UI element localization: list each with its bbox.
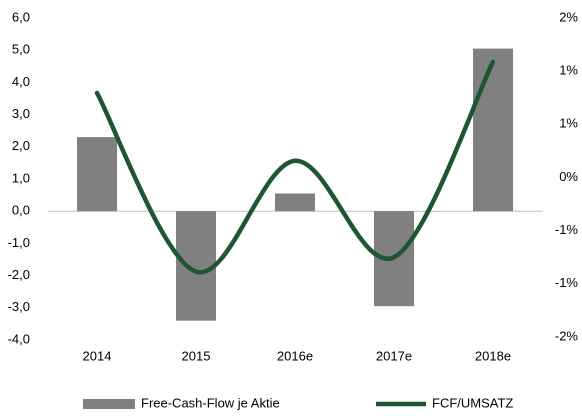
- y-tick-label: 1,0: [12, 170, 30, 185]
- y-tick-label: 6,0: [12, 9, 30, 24]
- y-tick-label: 4,0: [12, 74, 30, 89]
- line: [94, 59, 496, 275]
- y-tick-label: -3,0: [8, 299, 30, 314]
- x-tick-label: 2016e: [277, 348, 313, 363]
- y2-tick-label: -1%: [555, 222, 579, 237]
- legend-swatch: [83, 399, 135, 409]
- bar: [77, 137, 117, 212]
- y2-tick-label: 0%: [559, 169, 578, 184]
- y-tick-label: 2,0: [12, 138, 30, 153]
- legend-label: FCF/UMSATZ: [432, 395, 513, 410]
- bar: [473, 48, 513, 212]
- y-tick-label: -4,0: [8, 331, 30, 346]
- x-tick-label: 2018e: [475, 348, 511, 363]
- y-tick-label: -2,0: [8, 267, 30, 282]
- y2-tick-label: -2%: [555, 328, 579, 343]
- y2-tick-label: 1%: [559, 63, 578, 78]
- x-tick-label: 2015: [182, 348, 211, 363]
- bar: [275, 193, 315, 212]
- legend-label: Free-Cash-Flow je Aktie: [141, 395, 280, 410]
- bar: [176, 211, 216, 321]
- x-tick-label: 2017e: [376, 348, 412, 363]
- x-tick-label: 2014: [83, 348, 112, 363]
- y-tick-label: 0,0: [12, 203, 30, 218]
- y-tick-label: 3,0: [12, 106, 30, 121]
- y-tick-label: -1,0: [8, 235, 30, 250]
- y2-tick-label: -1%: [555, 275, 579, 290]
- y2-tick-label: 2%: [559, 9, 578, 24]
- y-tick-label: 5,0: [12, 42, 30, 57]
- y2-tick-label: 1%: [559, 116, 578, 131]
